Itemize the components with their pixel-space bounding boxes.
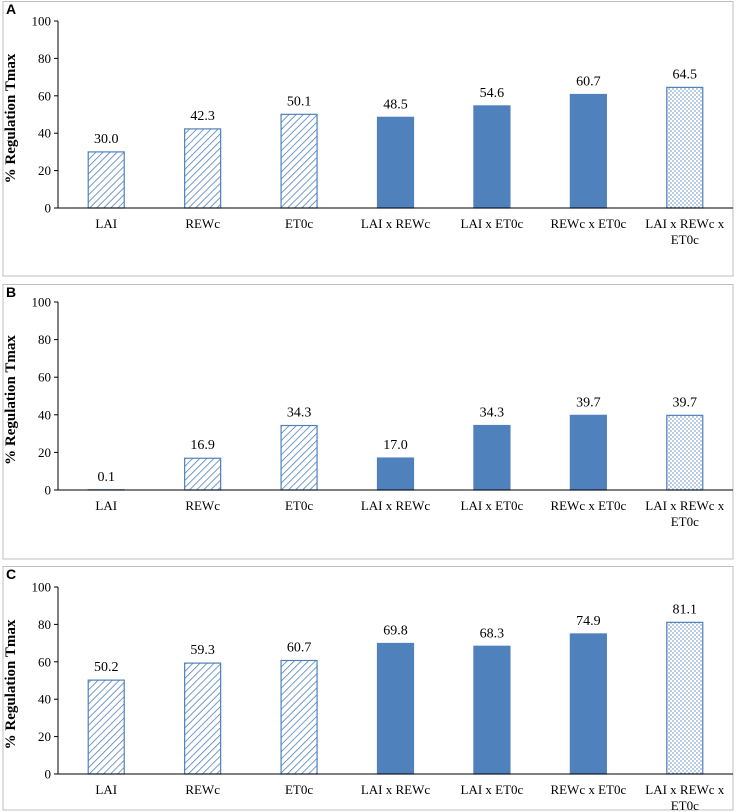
data-label: 30.0 <box>94 132 119 147</box>
chart-frame <box>2 566 734 811</box>
y-tick-label: 80 <box>38 51 51 66</box>
data-label: 39.7 <box>673 395 698 410</box>
data-label: 34.3 <box>480 406 505 421</box>
y-tick-label: 0 <box>45 767 52 782</box>
category-label: REWc <box>185 782 220 797</box>
category-label: REWc <box>185 498 220 513</box>
data-label: 60.7 <box>576 74 601 89</box>
y-tick-label: 100 <box>32 580 52 595</box>
chart-panel-c: C 0 20 40 60 80 100 % Regulation Tmax 50.2 LAI 59.… <box>2 566 734 812</box>
y-tick-label: 40 <box>38 407 51 422</box>
y-tick-label: 20 <box>38 445 51 460</box>
data-label: 50.1 <box>287 94 312 109</box>
bar <box>87 679 125 775</box>
data-label: 69.8 <box>383 623 408 638</box>
bar <box>376 642 415 775</box>
category-label: LAI x REWc <box>361 498 431 513</box>
chart-panel-b: B 0 20 40 60 80 100 % Regulation Tmax 0.1 LAI 16.9… <box>2 284 734 560</box>
bar <box>280 113 318 209</box>
bar <box>473 645 511 775</box>
category-label: ET0c <box>285 498 313 513</box>
bar <box>184 128 222 209</box>
bar <box>666 414 704 491</box>
y-axis-title: % Regulation Tmax <box>3 53 19 183</box>
y-tick-label: 0 <box>45 201 52 216</box>
category-label: LAI x ET0c <box>461 498 524 513</box>
y-tick-label: 80 <box>38 617 51 632</box>
bar <box>569 414 607 491</box>
data-label: 42.3 <box>190 109 215 124</box>
data-label: 60.7 <box>287 640 312 655</box>
bar <box>666 621 704 775</box>
category-label: LAI <box>95 782 117 797</box>
category-label: LAI x REWc <box>361 216 431 231</box>
y-axis-title: % Regulation Tmax <box>3 335 19 465</box>
y-tick-label: 0 <box>45 483 52 498</box>
y-tick-label: 100 <box>32 295 52 310</box>
bar <box>87 151 125 209</box>
y-tick-label: 40 <box>38 692 51 707</box>
bar <box>569 633 607 775</box>
category-label: REWc <box>185 216 220 231</box>
category-label: ET0c <box>285 782 313 797</box>
chart-frame <box>2 284 734 560</box>
bar <box>473 105 511 209</box>
chart-panel-a: A 0 20 40 60 80 100 % Regulation Tmax 30.0 LAI 42.… <box>2 1 734 277</box>
data-label: 54.6 <box>480 86 505 101</box>
category-label: ET0c <box>285 216 313 231</box>
category-label: REWc x ET0c <box>550 498 626 513</box>
data-label: 16.9 <box>190 438 215 453</box>
bar <box>184 457 222 491</box>
data-label: 68.3 <box>480 626 505 641</box>
bar <box>280 659 318 775</box>
category-label: LAI x REWc x ET0c <box>645 782 725 812</box>
category-label: REWc x ET0c <box>550 216 626 231</box>
category-label: LAI x ET0c <box>461 782 524 797</box>
y-tick-label: 60 <box>38 654 51 669</box>
y-tick-label: 60 <box>38 370 51 385</box>
category-label: LAI x REWc x ET0c <box>645 498 725 529</box>
data-label: 50.2 <box>94 660 119 675</box>
data-label: 17.0 <box>383 438 408 453</box>
y-tick-label: 40 <box>38 126 51 141</box>
y-axis-title: % Regulation Tmax <box>3 619 19 749</box>
category-label: LAI x REWc <box>361 782 431 797</box>
category-label: LAI x ET0c <box>461 216 524 231</box>
data-label: 64.5 <box>673 67 698 82</box>
category-label: LAI x REWc x ET0c <box>645 216 725 247</box>
data-label: 48.5 <box>383 97 408 112</box>
panel-label: B <box>6 284 16 300</box>
category-label: REWc x ET0c <box>550 782 626 797</box>
data-label: 0.1 <box>97 470 115 485</box>
panel-label: C <box>6 566 16 582</box>
data-label: 34.3 <box>287 406 312 421</box>
data-label: 59.3 <box>190 643 215 658</box>
data-label: 81.1 <box>673 602 698 617</box>
y-tick-label: 60 <box>38 88 51 103</box>
bar <box>666 86 704 209</box>
bar <box>280 424 318 491</box>
data-label: 39.7 <box>576 395 601 410</box>
y-tick-label: 20 <box>38 729 51 744</box>
panel-label: A <box>6 1 16 17</box>
bar <box>184 662 222 775</box>
bar <box>376 457 415 491</box>
chart-frame <box>2 1 734 277</box>
bar <box>569 93 607 209</box>
y-tick-label: 100 <box>32 14 52 29</box>
y-tick-label: 80 <box>38 332 51 347</box>
bar <box>473 424 511 491</box>
bar <box>376 116 415 209</box>
data-label: 74.9 <box>576 614 601 629</box>
y-tick-label: 20 <box>38 163 51 178</box>
category-label: LAI <box>95 498 117 513</box>
category-label: LAI <box>95 216 117 231</box>
